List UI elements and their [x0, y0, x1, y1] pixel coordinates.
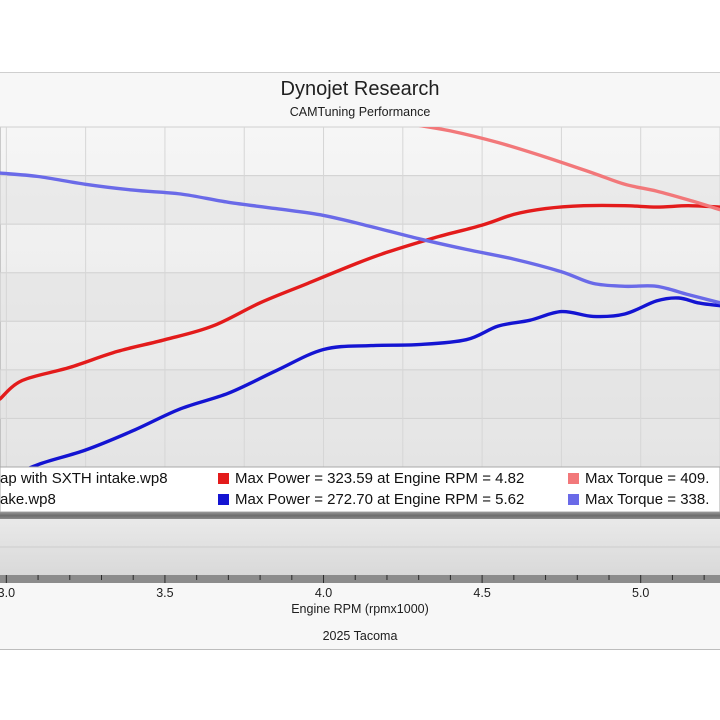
x-tick-label: 3.5: [156, 586, 173, 600]
legend-row-2: ake.wp8 Max Power = 272.70 at Engine RPM…: [0, 491, 720, 511]
grid-band: [0, 175, 720, 225]
series-line-3: [27, 296, 720, 467]
legend-power-text-1: Max Power = 323.59 at Engine RPM = 4.82: [235, 470, 525, 487]
legend-power-text-2: Max Power = 272.70 at Engine RPM = 5.62: [235, 491, 525, 508]
legend-file-1: ap with SXTH intake.wp8: [0, 470, 168, 487]
grid-band: [0, 369, 720, 419]
series-line-1: [0, 203, 720, 401]
legend-torque-1: Max Torque = 409.: [568, 470, 709, 487]
chart-title: Dynojet Research: [280, 78, 440, 100]
legend-power-1: Max Power = 323.59 at Engine RPM = 4.82: [218, 470, 524, 487]
legend-area: [0, 466, 720, 513]
x-tick-label: 5.0: [632, 586, 649, 600]
x-axis-title: Engine RPM (rpmx1000): [291, 602, 429, 616]
grid-band: [0, 272, 720, 322]
chart-footer: 2025 Tacoma: [322, 629, 398, 643]
legend-swatch-torque-2: [568, 494, 579, 505]
legend-torque-2: Max Torque = 338.: [568, 491, 709, 508]
legend-row-1: ap with SXTH intake.wp8 Max Power = 323.…: [0, 470, 720, 490]
legend-torque-text-2: Max Torque = 338.: [585, 491, 710, 508]
series-line-2: [418, 127, 720, 212]
legend-torque-text-1: Max Torque = 409.: [585, 470, 710, 487]
legend-swatch-torque-1: [568, 473, 579, 484]
x-tick-label: 4.5: [473, 586, 490, 600]
divider-strip: [0, 512, 720, 519]
chart-subtitle: CAMTuning Performance: [289, 105, 431, 119]
x-axis-strip: [0, 575, 720, 583]
legend-swatch-power-1: [218, 473, 229, 484]
x-tick-label: 4.0: [315, 586, 332, 600]
x-tick-label: 3.0: [0, 586, 15, 600]
series-line-4: [0, 171, 720, 305]
legend-swatch-power-2: [218, 494, 229, 505]
legend-file-2: ake.wp8: [0, 491, 56, 508]
legend-power-2: Max Power = 272.70 at Engine RPM = 5.62: [218, 491, 524, 508]
